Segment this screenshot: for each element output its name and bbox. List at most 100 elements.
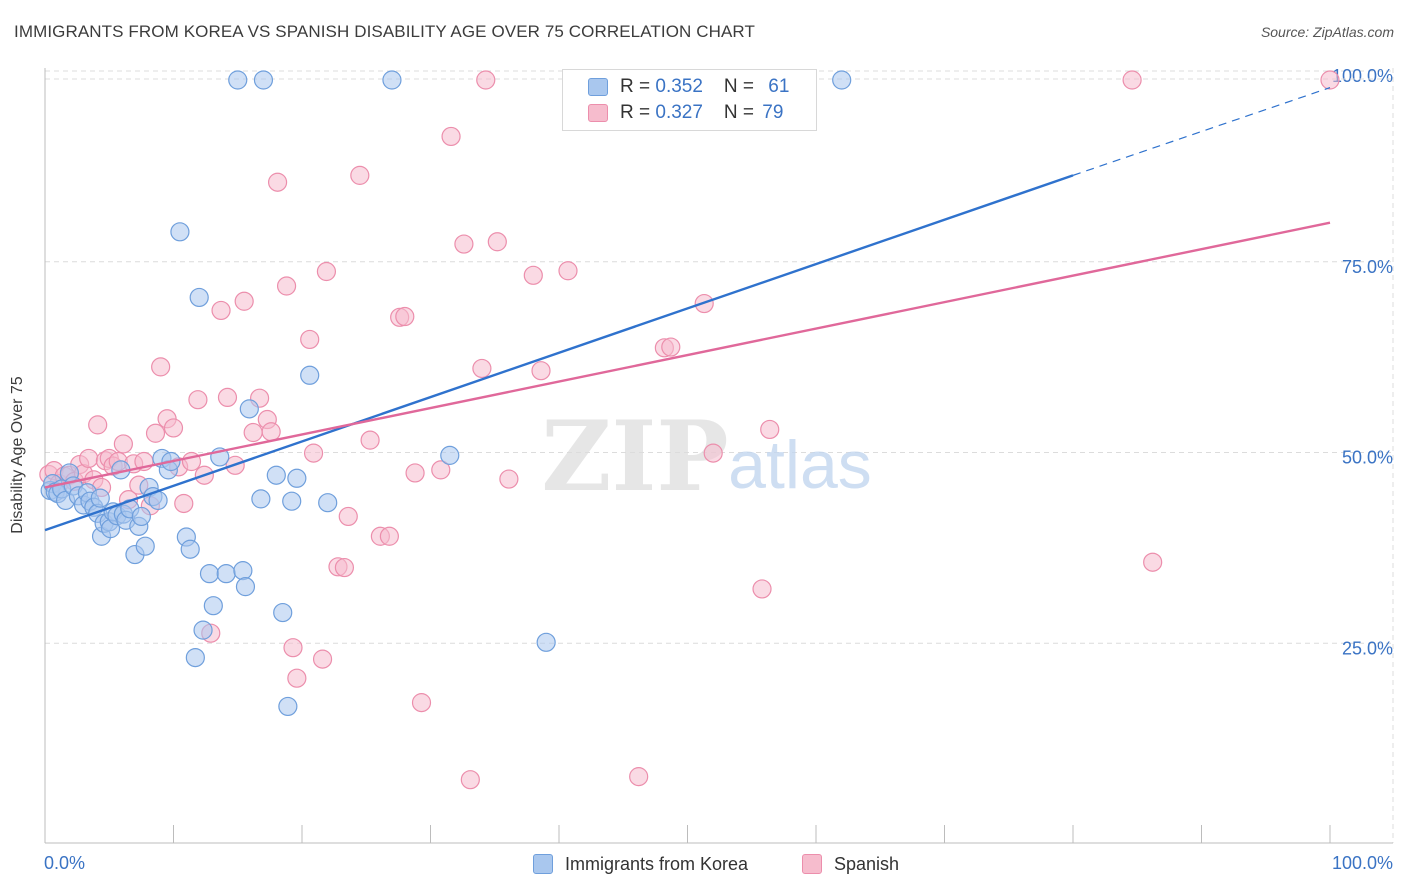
spanish-point <box>243 422 263 443</box>
korea-point <box>180 539 200 559</box>
spanish-point <box>79 448 99 469</box>
legend-row-spanish: R = 0.327 N = 79 <box>588 101 783 125</box>
spanish-point <box>661 337 681 357</box>
korea-point <box>832 70 852 90</box>
spanish-swatch <box>588 104 608 122</box>
legend-row-korea: R = 0.352 N = 61 <box>588 75 789 99</box>
korea-point <box>251 489 271 509</box>
spanish-point <box>334 557 355 578</box>
spanish-point <box>431 460 451 480</box>
spanish-point <box>350 165 370 185</box>
spanish-point <box>113 434 133 454</box>
korea-point <box>318 493 338 513</box>
spanish-point <box>476 70 496 90</box>
y-tick-label: 75.0% <box>1342 257 1393 277</box>
spanish-r-label: R = <box>620 102 656 123</box>
spanish-point <box>411 693 432 713</box>
y-tick-label: 100.0% <box>1332 66 1393 86</box>
korea-point <box>233 561 253 581</box>
spanish-legend-swatch <box>802 854 822 874</box>
korea-point <box>273 602 293 623</box>
source-label: Source: ZipAtlas.com <box>1260 24 1394 40</box>
bottom-legend-spanish: Spanish <box>802 852 899 876</box>
korea-point <box>300 365 320 385</box>
spanish-point <box>1122 70 1142 90</box>
korea-legend-swatch <box>533 854 553 874</box>
chart-title: IMMIGRANTS FROM KOREA VS SPANISH DISABIL… <box>14 22 755 41</box>
spanish-point <box>211 300 231 321</box>
spanish-point <box>145 423 166 443</box>
korea-point <box>135 536 155 556</box>
spanish-trend-line <box>44 221 1331 489</box>
korea-point <box>266 465 286 485</box>
spanish-point <box>703 443 723 463</box>
korea-point <box>203 596 223 616</box>
korea-trend-line <box>44 174 1074 532</box>
spanish-point <box>316 261 337 282</box>
korea-legend-label: Immigrants from Korea <box>565 853 749 874</box>
korea-point <box>216 564 236 584</box>
korea-point <box>382 70 402 90</box>
spanish-point <box>312 649 333 669</box>
spanish-point <box>174 493 194 514</box>
spanish-point <box>188 390 208 410</box>
korea-point <box>278 696 298 717</box>
spanish-point <box>460 770 480 790</box>
korea-point <box>253 70 274 90</box>
korea-point <box>131 506 151 527</box>
korea-n-label: N = <box>723 76 760 97</box>
spanish-point <box>760 419 780 440</box>
korea-point <box>189 287 209 308</box>
spanish-point <box>1320 70 1340 90</box>
korea-point <box>185 647 205 668</box>
x-tick-label-max: 100.0% <box>1332 853 1393 873</box>
spanish-r-value: 0.327 <box>655 102 703 123</box>
spanish-point <box>558 261 578 281</box>
korea-r-value: 0.352 <box>655 76 703 97</box>
spanish-point <box>287 668 307 688</box>
korea-point <box>90 488 110 508</box>
watermark-atlas: atlas <box>728 427 872 503</box>
spanish-point <box>88 415 108 435</box>
spanish-point <box>395 306 415 327</box>
spanish-point <box>163 418 184 438</box>
korea-point <box>193 620 213 640</box>
spanish-point <box>267 172 288 192</box>
korea-point <box>228 70 248 90</box>
spanish-point <box>338 506 358 527</box>
spanish-point <box>303 443 324 463</box>
spanish-legend-label: Spanish <box>834 853 900 874</box>
y-tick-label: 25.0% <box>1342 638 1393 658</box>
spanish-point <box>261 422 281 442</box>
korea-point <box>170 222 190 242</box>
spanish-point <box>360 430 380 450</box>
korea-point <box>199 564 220 584</box>
spanish-point <box>217 387 238 408</box>
korea-point <box>282 491 302 511</box>
bottom-legend-korea: Immigrants from Korea <box>533 852 748 876</box>
spanish-point <box>629 767 649 787</box>
y-tick-label: 50.0% <box>1342 448 1393 468</box>
spanish-point <box>1143 552 1163 572</box>
korea-r-label: R = <box>620 76 656 97</box>
spanish-point <box>487 232 507 252</box>
korea-point <box>536 632 556 652</box>
korea-trend-extension <box>1072 87 1331 176</box>
spanish-point <box>151 357 171 377</box>
spanish-point <box>441 126 461 147</box>
correlation-legend: R = 0.352 N = 61 R = 0.327 N = 79 <box>562 69 817 131</box>
korea-point <box>287 468 307 488</box>
spanish-point <box>379 526 399 546</box>
korea-point <box>235 577 256 597</box>
spanish-n-value: 79 <box>762 102 784 123</box>
spanish-point <box>523 265 543 285</box>
spanish-n-label: N = <box>723 102 760 123</box>
spanish-point <box>472 358 492 379</box>
watermark-zip: ZIP <box>541 400 728 513</box>
spanish-point <box>234 291 254 311</box>
korea-swatch <box>588 78 608 96</box>
korea-point <box>239 399 259 419</box>
korea-n-value: 61 <box>768 76 790 97</box>
korea-point <box>440 445 460 465</box>
